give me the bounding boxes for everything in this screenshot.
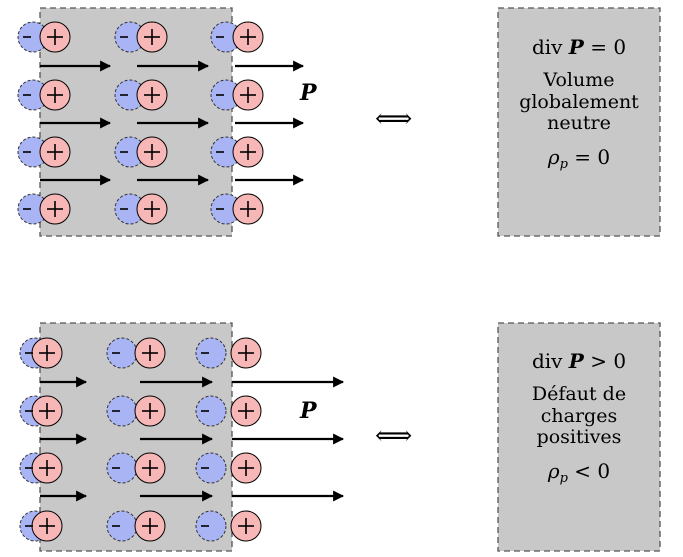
dipole [114, 79, 168, 111]
dipole [19, 337, 63, 369]
rho-relation: = 0 [574, 145, 611, 170]
dipole [114, 21, 168, 53]
dipole [17, 21, 71, 53]
top-text-line-2: globalement [519, 90, 639, 113]
div-operator: div [531, 35, 563, 59]
dipole [106, 337, 166, 369]
rho-symbol: ρ [547, 145, 560, 170]
bottom-text-line-2: charges [540, 404, 618, 427]
rho-subscript: p [559, 471, 568, 487]
vector-p: P [568, 349, 584, 373]
bottom-rho-formula: ρp < 0 [500, 460, 658, 487]
top-text-line-1: Volume [543, 69, 615, 92]
dipole [19, 452, 63, 484]
dipole [210, 136, 264, 168]
top-polarization-label: P [300, 80, 317, 106]
bottom-polarization-arrows [40, 376, 345, 502]
dipole [106, 510, 166, 542]
negative-charge [106, 337, 138, 369]
negative-charge [195, 452, 227, 484]
dipole [195, 337, 262, 369]
dipole [195, 395, 262, 427]
top-panel [17, 7, 661, 237]
bottom-result-box [497, 322, 661, 552]
bottom-polarization-label: P [300, 398, 317, 424]
top-box-text: div P = 0 Volume globalement neutre ρp =… [500, 36, 658, 173]
dipole [106, 452, 166, 484]
bottom-equivalence-symbol: ⟺ [375, 421, 413, 451]
bottom-panel [19, 322, 661, 552]
negative-charge [106, 452, 138, 484]
dipole [19, 510, 63, 542]
dipole [17, 136, 71, 168]
bottom-charge-grid [19, 337, 262, 542]
top-charge-grid [17, 21, 264, 225]
dipole [210, 21, 264, 53]
negative-charge [195, 395, 227, 427]
negative-charge [195, 510, 227, 542]
bottom-text-line-3: positives [536, 425, 622, 448]
top-equivalence-symbol: ⟺ [375, 104, 413, 134]
bottom-div-formula: div P > 0 [500, 350, 658, 372]
top-result-box [497, 7, 661, 237]
dipole [210, 79, 264, 111]
negative-charge [106, 510, 138, 542]
dipole [114, 136, 168, 168]
rho-subscript: p [559, 157, 568, 173]
div-operator: div [531, 349, 563, 373]
negative-charge [195, 337, 227, 369]
bottom-box-text: div P > 0 Défaut de charges positives ρp… [500, 350, 658, 487]
dipole [19, 395, 63, 427]
dipole [106, 395, 166, 427]
formula-relation: = 0 [590, 35, 627, 59]
formula-relation: > 0 [590, 349, 627, 373]
dipole [195, 510, 262, 542]
vector-p: P [568, 35, 584, 59]
top-polarization-arrows [40, 60, 305, 186]
rho-symbol: ρ [547, 459, 560, 484]
dipole [210, 193, 264, 225]
dipole [17, 193, 71, 225]
top-text-line-3: neutre [547, 111, 611, 134]
dipole [195, 452, 262, 484]
dipole [114, 193, 168, 225]
bottom-text-line-1: Défaut de [531, 383, 627, 406]
dipole [17, 79, 71, 111]
negative-charge [106, 395, 138, 427]
top-rho-formula: ρp = 0 [500, 146, 658, 173]
rho-relation: < 0 [574, 459, 611, 484]
top-div-formula: div P = 0 [500, 36, 658, 58]
